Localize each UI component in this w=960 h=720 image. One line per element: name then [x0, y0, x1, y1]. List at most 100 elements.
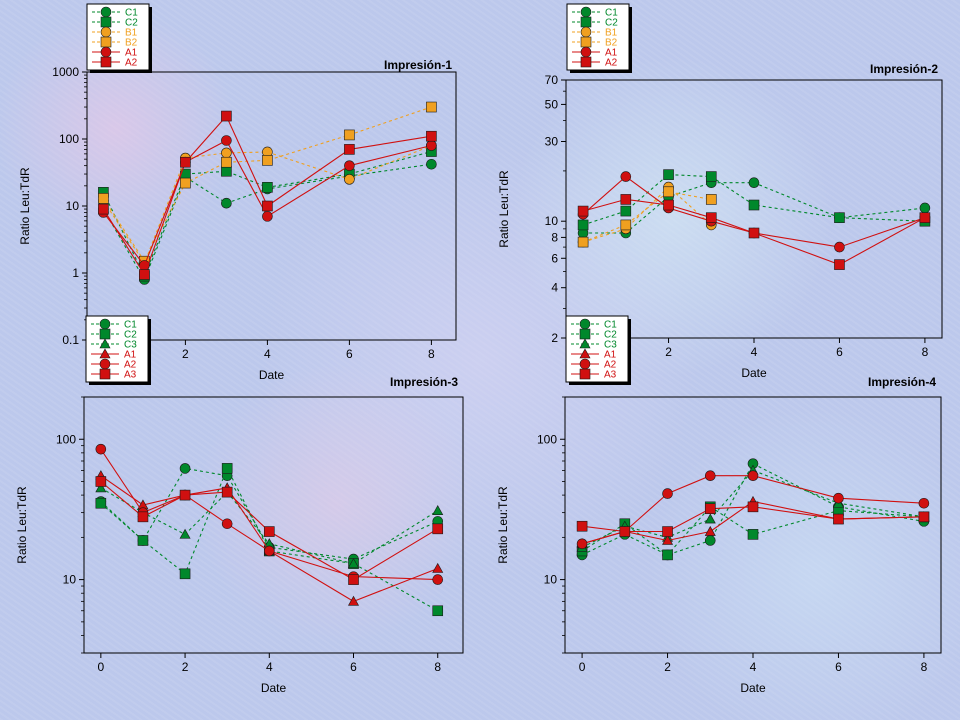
data-point-C2: [179, 568, 191, 580]
x-tick-label: 8: [434, 660, 441, 674]
series-line-A2: [100, 448, 438, 581]
data-point-A1: [348, 595, 360, 606]
legend-label: C2: [605, 18, 618, 29]
data-point-A2: [139, 269, 150, 280]
plot-area-frame: [83, 396, 464, 654]
legend-marker: [100, 16, 112, 28]
legend-label: C2: [125, 18, 138, 29]
series-line-C1: [102, 163, 432, 281]
data-point-C1: [426, 158, 437, 170]
data-point-C2: [262, 182, 273, 193]
chart-title: Impresión-3: [390, 375, 458, 389]
legend-marker: [99, 328, 111, 340]
data-point-B2: [262, 155, 273, 166]
legend-item: A2: [572, 56, 618, 69]
data-point-A3: [747, 501, 759, 513]
data-point-B2: [577, 236, 589, 248]
data-point-A3: [918, 511, 930, 523]
legend-label: A3: [604, 370, 617, 381]
legend-label: A2: [605, 58, 618, 69]
data-point-A2: [95, 443, 107, 455]
x-tick-label: 2: [182, 660, 189, 674]
legend-marker: [579, 328, 591, 340]
x-axis-label: Date: [259, 368, 285, 382]
legend-item: C1: [571, 318, 617, 331]
y-tick-label: 8: [551, 230, 558, 244]
data-point-A2: [919, 212, 931, 223]
x-tick-label: 4: [266, 660, 273, 674]
data-point-A2: [221, 110, 232, 122]
legend-marker: [579, 368, 591, 380]
x-tick-label: 6: [346, 347, 353, 361]
data-point-A3: [432, 523, 444, 535]
legend-marker: [579, 358, 591, 370]
data-point-A1: [262, 211, 273, 222]
data-point-B2: [180, 177, 191, 189]
data-point-C1: [748, 177, 760, 189]
y-tick-label: 10: [66, 199, 80, 213]
x-tick-label: 6: [836, 345, 843, 359]
legend-label: A1: [605, 48, 618, 59]
x-tick-label: 8: [922, 345, 929, 359]
y-tick-label: 100: [537, 432, 557, 446]
legend-item: C1: [91, 318, 137, 331]
legend-item: A1: [572, 46, 618, 59]
data-point-B2: [426, 101, 437, 113]
data-point-A3: [137, 511, 149, 523]
data-point-A3: [179, 489, 191, 501]
chart-panel-3: Impresión-3 0 2 4 6 8 Date 10 100 Ratio Leu:TdR C1…: [15, 315, 464, 695]
data-point-A2: [748, 227, 760, 239]
y-tick-label: 100: [59, 132, 79, 146]
data-point-C1: [221, 197, 232, 209]
legend-item: B1: [92, 26, 138, 39]
x-tick-label: 8: [428, 347, 435, 361]
legend-label: C1: [604, 320, 617, 331]
series-A2: [98, 110, 437, 280]
legend-box: [85, 315, 149, 383]
data-point-A3: [704, 503, 716, 515]
legend-marker: [580, 6, 592, 18]
legend-marker: [100, 6, 112, 18]
legend-label: C3: [124, 340, 137, 351]
data-point-C2: [137, 535, 149, 546]
data-point-A3: [662, 526, 673, 537]
legend-label: C2: [604, 330, 617, 341]
legend-marker: [579, 338, 591, 349]
data-point-A3: [221, 486, 233, 498]
data-point-B2: [221, 156, 232, 168]
data-point-A1: [426, 140, 437, 151]
legend-label: C1: [605, 8, 618, 19]
data-point-C3: [432, 505, 444, 515]
legend-label: C3: [604, 340, 617, 351]
x-tick-label: 2: [665, 345, 672, 359]
legend-label: A3: [124, 370, 137, 381]
data-point-B2: [98, 193, 109, 204]
y-tick-label: 0.1: [62, 333, 79, 347]
legend-marker: [100, 46, 112, 58]
legend-item: A2: [571, 358, 617, 371]
data-point-A1: [432, 562, 444, 573]
y-tick-label: 70: [545, 73, 559, 87]
data-point-A1: [221, 135, 232, 146]
x-tick-label: 4: [264, 347, 271, 361]
y-tick-label: 30: [545, 134, 559, 148]
legend-marker: [100, 26, 112, 38]
y-tick-label: 100: [56, 432, 76, 446]
chart-panel-2: Impresión-202468Date246810305070Ratio Le…: [497, 3, 943, 380]
data-point-A2: [576, 538, 588, 550]
legend-marker: [580, 36, 592, 48]
data-point-A2: [432, 574, 444, 585]
data-point-A2: [705, 212, 717, 223]
y-tick-label: 1000: [52, 65, 79, 79]
data-point-B1: [221, 147, 232, 159]
legend-item: A3: [571, 368, 617, 381]
legend-label: B1: [125, 28, 138, 39]
data-point-C3: [95, 482, 107, 493]
data-point-A2: [263, 545, 275, 557]
data-point-A2: [620, 194, 632, 205]
legend-marker: [580, 46, 592, 58]
data-point-C2: [221, 463, 233, 474]
data-point-C2: [834, 212, 845, 223]
